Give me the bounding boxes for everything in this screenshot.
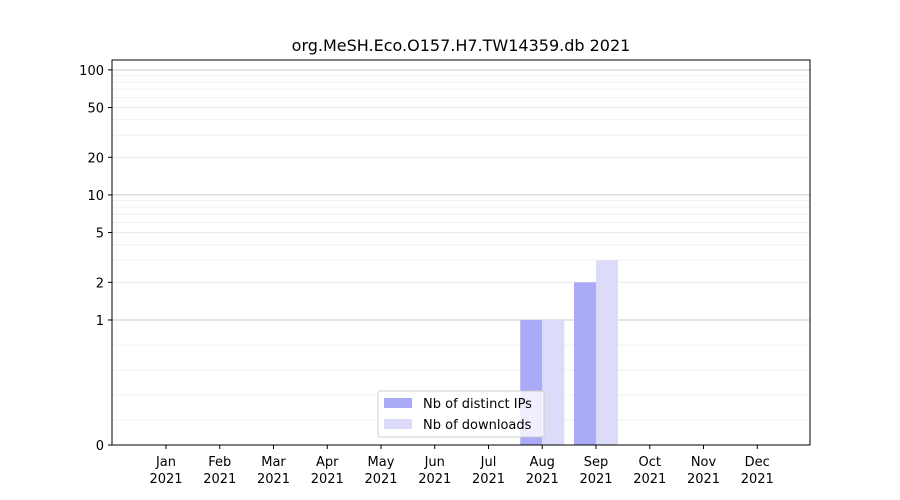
x-tick-label: Aug 2021 bbox=[526, 455, 559, 487]
x-tick-label: May 2021 bbox=[364, 455, 397, 487]
y-tick-label: 50 bbox=[87, 102, 104, 117]
y-tick-label: 20 bbox=[87, 151, 104, 166]
bar-downloads bbox=[542, 319, 565, 445]
legend-label-downloads: Nb of downloads bbox=[423, 418, 532, 433]
chart-title: org.MeSH.Eco.O157.H7.TW14359.db 2021 bbox=[292, 36, 631, 55]
x-tick-label: Mar 2021 bbox=[257, 455, 290, 487]
y-tick-label: 100 bbox=[79, 64, 104, 79]
x-axis: Jan 2021 Feb 2021 Mar 2021 Apr 2021 May 2021 Jun 20… bbox=[149, 445, 774, 487]
y-tick-label: 5 bbox=[96, 227, 104, 242]
y-axis: 0 1 2 5 10 20 50 100 bbox=[79, 64, 112, 454]
bars-layer bbox=[520, 260, 618, 445]
plot-frame bbox=[111, 59, 811, 446]
bar-downloads bbox=[596, 260, 618, 445]
x-tick-label: Oct 2021 bbox=[633, 455, 666, 487]
bar-distinct-ips bbox=[574, 282, 596, 445]
legend-box bbox=[377, 390, 545, 438]
y-tick-label: 10 bbox=[87, 189, 104, 204]
x-tick-label: Apr 2021 bbox=[311, 455, 344, 487]
y-tick-label: 1 bbox=[96, 314, 104, 329]
legend: Nb of distinct IPs Nb of downloads bbox=[377, 390, 545, 438]
legend-swatch-downloads bbox=[384, 419, 412, 429]
grid-layer bbox=[112, 69, 810, 446]
legend-swatch-distinct-ips bbox=[384, 398, 412, 408]
x-tick-label: Jun 2021 bbox=[418, 455, 451, 487]
legend-label-distinct-ips: Nb of distinct IPs bbox=[423, 397, 532, 412]
x-tick-label: Dec 2021 bbox=[741, 455, 774, 487]
y-tick-label: 0 bbox=[96, 439, 104, 454]
x-tick-label: Nov 2021 bbox=[687, 455, 720, 487]
x-tick-label: Jul 2021 bbox=[472, 455, 505, 487]
x-tick-label: Feb 2021 bbox=[203, 455, 236, 487]
x-tick-label: Jan 2021 bbox=[149, 455, 182, 487]
x-tick-label: Sep 2021 bbox=[579, 455, 612, 487]
y-tick-label: 2 bbox=[96, 276, 104, 291]
